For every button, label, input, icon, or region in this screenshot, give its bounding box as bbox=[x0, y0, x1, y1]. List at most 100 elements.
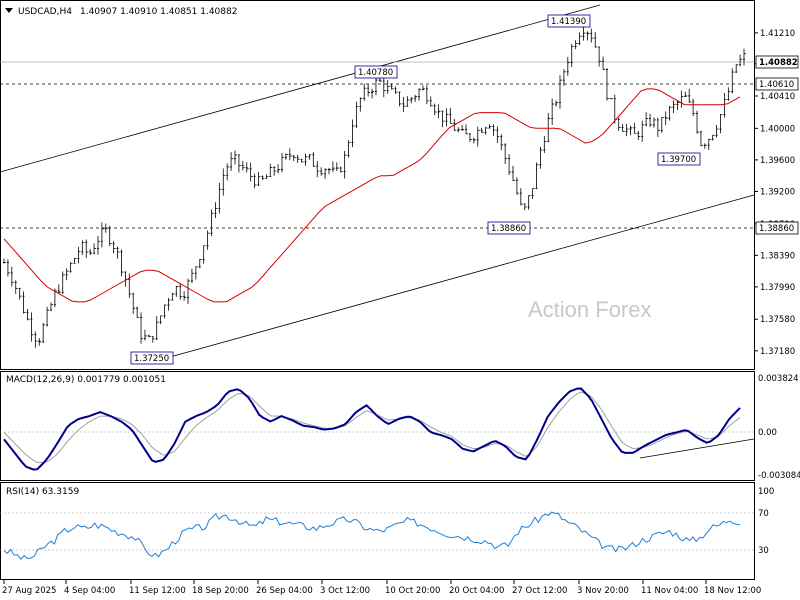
time-tick-label: 27 Oct 12:00 bbox=[512, 586, 567, 596]
candle bbox=[241, 160, 245, 171]
macd-tick-bottom: -0.003084 bbox=[758, 471, 800, 481]
candle bbox=[347, 140, 351, 158]
svg-text:1.41390: 1.41390 bbox=[551, 17, 586, 27]
candle bbox=[265, 174, 269, 179]
time-axis: 27 Aug 2025 4 Sep 04:00 11 Sep 12:00 18 Sep… bbox=[2, 580, 761, 596]
candle bbox=[253, 173, 257, 189]
candle bbox=[488, 124, 492, 129]
candle bbox=[425, 85, 429, 105]
candle bbox=[519, 188, 523, 206]
candle bbox=[143, 329, 147, 341]
candle bbox=[660, 116, 664, 133]
candle bbox=[292, 155, 296, 162]
candle bbox=[93, 243, 97, 255]
candle bbox=[633, 122, 637, 134]
candle bbox=[273, 166, 277, 176]
macd-title: MACD(12,26,9) 0.001779 0.001051 bbox=[6, 375, 166, 385]
candle bbox=[30, 312, 34, 342]
candle bbox=[500, 134, 504, 151]
svg-text:1.37250: 1.37250 bbox=[134, 354, 169, 364]
candle bbox=[132, 293, 136, 314]
candle bbox=[668, 105, 672, 121]
time-tick-label: 3 Nov 20:00 bbox=[577, 586, 629, 596]
candle bbox=[684, 91, 688, 97]
candle bbox=[167, 297, 171, 311]
candle bbox=[743, 48, 746, 66]
svg-text:1.40882: 1.40882 bbox=[759, 58, 798, 68]
watermark: Action Forex bbox=[528, 297, 652, 322]
dropdown-triangle-icon[interactable] bbox=[5, 8, 13, 13]
candle bbox=[355, 101, 359, 128]
candle bbox=[707, 138, 711, 151]
candle bbox=[206, 230, 210, 250]
candle bbox=[218, 182, 222, 214]
candle bbox=[190, 268, 194, 283]
candle bbox=[699, 130, 703, 147]
time-tick-label: 18 Sep 20:00 bbox=[192, 586, 249, 596]
candle bbox=[374, 76, 378, 96]
candle bbox=[249, 162, 253, 182]
candle bbox=[108, 225, 112, 247]
candle bbox=[382, 78, 386, 98]
candle bbox=[676, 100, 680, 111]
candle bbox=[261, 175, 265, 180]
svg-text:1.40610: 1.40610 bbox=[759, 80, 794, 90]
candle bbox=[65, 268, 69, 281]
rsi-tick-30: 30 bbox=[758, 546, 769, 556]
candle bbox=[140, 312, 144, 344]
candle bbox=[69, 262, 73, 273]
moving-average-line bbox=[3, 88, 741, 303]
candle bbox=[18, 287, 22, 300]
candle bbox=[280, 152, 284, 173]
candle bbox=[629, 125, 633, 136]
candle bbox=[465, 124, 469, 135]
candle bbox=[3, 258, 6, 264]
candle bbox=[245, 162, 249, 173]
candle bbox=[492, 124, 496, 136]
candle bbox=[723, 92, 727, 118]
candle bbox=[343, 151, 347, 179]
candle bbox=[277, 164, 281, 174]
macd-tick-zero: 0.00 bbox=[758, 428, 777, 438]
candle bbox=[159, 315, 163, 325]
candle bbox=[484, 126, 488, 135]
lower-channel-line bbox=[169, 194, 755, 358]
candle bbox=[496, 126, 500, 144]
candle bbox=[578, 32, 582, 46]
candle bbox=[696, 110, 700, 134]
candle bbox=[327, 167, 331, 175]
candle bbox=[735, 64, 739, 73]
current-price-tag: 1.40882 bbox=[755, 55, 799, 69]
candle bbox=[6, 259, 10, 277]
candle bbox=[112, 240, 116, 254]
macd-signal-line bbox=[3, 391, 741, 463]
candle bbox=[637, 130, 641, 140]
symbol-title: USDCAD,H4 bbox=[18, 7, 72, 17]
ohlc-values: 1.40907 1.40910 1.40851 1.40882 bbox=[80, 7, 237, 17]
candle bbox=[598, 46, 602, 67]
candle bbox=[183, 291, 187, 301]
candle bbox=[38, 338, 42, 346]
candle bbox=[136, 306, 140, 318]
candle bbox=[645, 112, 649, 127]
candle bbox=[257, 172, 261, 187]
candle bbox=[226, 163, 230, 181]
candle bbox=[331, 161, 335, 173]
candle bbox=[461, 125, 465, 131]
candle bbox=[414, 94, 418, 102]
candle bbox=[179, 283, 183, 300]
candle bbox=[680, 90, 684, 108]
candle bbox=[371, 88, 375, 99]
candle bbox=[558, 75, 562, 109]
rsi-tick-70: 70 bbox=[758, 509, 769, 519]
candle bbox=[418, 88, 422, 101]
candle bbox=[433, 103, 437, 116]
candle bbox=[269, 163, 273, 177]
svg-text:1.39700: 1.39700 bbox=[661, 155, 696, 165]
macd-panel bbox=[0, 371, 755, 481]
candle bbox=[429, 96, 433, 107]
candle bbox=[222, 168, 226, 196]
candle bbox=[539, 146, 543, 169]
candle bbox=[367, 84, 371, 97]
macd-tick-top: 0.003824 bbox=[758, 374, 799, 384]
